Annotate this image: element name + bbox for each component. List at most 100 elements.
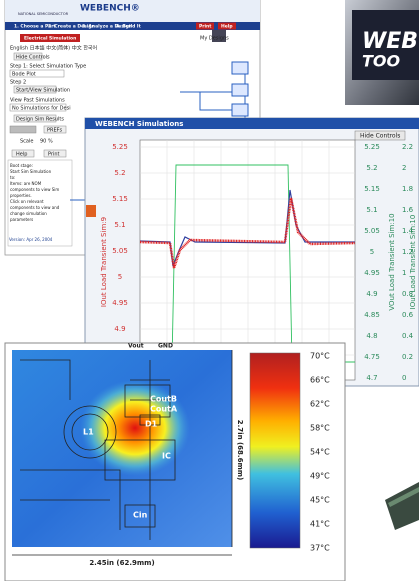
note-line: components to view Sim [10, 187, 59, 192]
nav-button-label: Print [199, 24, 212, 30]
component-label: Cin [133, 511, 148, 520]
note-line: Start Sim Simulation [10, 169, 52, 174]
brand: NATIONAL SEMICONDUCTOR [18, 12, 69, 16]
tick-label: 5.2 [114, 169, 125, 177]
button[interactable] [13, 114, 57, 123]
version: Version: Apr 26, 2004 [9, 237, 53, 242]
pin-label: Vout [128, 343, 144, 350]
component-label: D1 [145, 420, 158, 429]
product-box: WEB TOO [345, 0, 419, 105]
button[interactable] [43, 125, 67, 134]
tick-label: 5.1 [366, 206, 377, 214]
component-label: CoutA [150, 405, 178, 414]
component-label: L1 [83, 428, 94, 437]
button[interactable] [13, 52, 43, 61]
nav-button[interactable] [218, 22, 236, 30]
select[interactable] [9, 103, 67, 112]
scale-label: 54°C [310, 448, 330, 457]
label: View Past Simulations [10, 98, 65, 104]
button-label: Hide Controls [360, 133, 400, 140]
label: Step 2 [10, 80, 26, 86]
component-label: IC [162, 452, 171, 461]
scale-label: 62°C [310, 400, 330, 409]
axis-label: IOut Load Transient Sim:9 [100, 217, 108, 307]
tick-label: 4.9 [114, 325, 125, 333]
component-label: CoutB [150, 395, 177, 404]
tick-label: 0.8 [402, 290, 413, 298]
scale-label: 41°C [310, 520, 330, 529]
select-value: Bode Plot [12, 72, 36, 78]
tick-label: 0.4 [402, 332, 414, 340]
tick-label: 5.25 [112, 143, 128, 151]
tab-label: Electrical Simulation [24, 36, 76, 42]
tick-label: 5.2 [366, 164, 377, 172]
dimension: 2.45in (62.9mm) [89, 559, 154, 567]
button-label: Help [16, 152, 27, 158]
thermal-map: CoutB CoutA L1 D1 IC Cin Vout GND 2.7in … [4, 342, 346, 581]
window-title: WEBENCH Simulations [95, 120, 183, 128]
scale-label: 45°C [310, 496, 330, 505]
tick-label: 2.2 [402, 143, 413, 151]
label: Step 1: Select Simulation Type [10, 64, 86, 70]
button-label: PREFs [47, 128, 63, 134]
select[interactable] [9, 125, 37, 134]
app-title: WEBENCH® [80, 4, 140, 14]
tick-label: 0.2 [402, 353, 413, 361]
link[interactable]: My Designs [200, 36, 229, 42]
button[interactable] [43, 149, 67, 158]
note-line: parameters [10, 217, 33, 222]
button-label: Start/View Simulation [16, 88, 70, 94]
nav-button-label: Help [221, 24, 233, 30]
tick-label: 5.15 [112, 195, 128, 203]
axis-label: IOut Load Transient Sim:10 [409, 215, 417, 310]
button[interactable] [11, 149, 35, 158]
tab[interactable] [20, 34, 80, 42]
tick-label: 5.05 [364, 227, 380, 235]
box-text: TOO [362, 52, 401, 71]
tick-label: 4.85 [364, 311, 380, 319]
button[interactable] [13, 85, 57, 94]
note-line: properties. [10, 193, 32, 198]
tick-label: 5 [118, 273, 122, 281]
tick-label: 4.7 [366, 374, 377, 382]
note-line: Items: are NOM [10, 181, 42, 186]
nav-step[interactable]: 3. Analyze a Design [82, 24, 132, 30]
scale-label: 66°C [310, 376, 330, 385]
button-label: Print [48, 152, 60, 158]
tick-label: 1.8 [402, 185, 413, 193]
tick-label: 4.75 [364, 353, 380, 361]
device [385, 482, 419, 530]
nav-step[interactable]: 1. Choose a Part [14, 24, 56, 30]
tick-label: 0 [402, 374, 406, 382]
tick-label: 2 [402, 164, 406, 172]
tick-label: 1.6 [402, 206, 414, 214]
select-value: No Simulations for Desi [12, 106, 71, 112]
tick-label: 5 [370, 248, 374, 256]
nav-step[interactable]: 4. Build It [116, 24, 142, 30]
button-label: Hide Controls [16, 55, 50, 61]
tick-label: 1.4 [402, 227, 414, 235]
axis-label: VOut Load Transient Sim:10 [388, 213, 396, 310]
button-label: Design Sim Results [16, 117, 64, 123]
languages[interactable]: English 日本語 中文(简体) 中文 한국어 [10, 45, 97, 52]
dimension: 2.7in (68.6mm) [236, 420, 244, 480]
note-line: Click on relevant [10, 199, 44, 204]
nav-button[interactable] [196, 22, 214, 30]
tick-label: 5.25 [364, 143, 380, 151]
scale-label: 37°C [310, 544, 330, 553]
nav-step[interactable]: 2. Create a Design [48, 24, 95, 30]
tick-label: 4.8 [366, 332, 377, 340]
tick-label: 5.15 [364, 185, 380, 193]
tick-label: 1.2 [402, 248, 413, 256]
icon [212, 30, 226, 42]
scale-label: 70°C [310, 352, 330, 361]
tick-label: 1 [402, 269, 406, 277]
select[interactable] [9, 69, 65, 78]
scale-label: 49°C [310, 472, 330, 481]
tick-label: 4.95 [112, 299, 128, 307]
button[interactable] [354, 130, 406, 141]
tick-label: 4.9 [366, 290, 377, 298]
tick-label: 5.05 [112, 247, 128, 255]
